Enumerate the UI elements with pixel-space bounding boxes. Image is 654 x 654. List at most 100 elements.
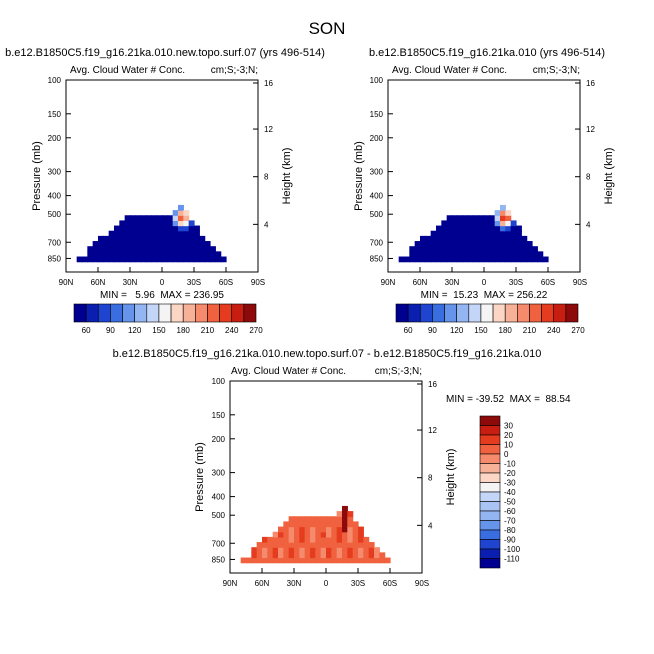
field-cell [310, 557, 316, 564]
field-cell [172, 246, 179, 252]
field-cell [156, 235, 163, 242]
x-tick-label: 0 [324, 579, 329, 588]
field-cell [135, 215, 142, 222]
colorbar-swatch [207, 303, 220, 323]
field-cell [114, 241, 120, 247]
colorbar-swatch [73, 303, 87, 323]
field-cell [194, 251, 200, 258]
field-cell [267, 536, 274, 543]
colorbar-swatch [479, 444, 501, 455]
field-cell [299, 552, 306, 559]
field-cell [521, 251, 528, 258]
field-cell [156, 251, 163, 258]
field-cell [331, 521, 338, 528]
field-cell [288, 521, 295, 528]
x-tick-label: 0 [482, 278, 487, 287]
field-cell [358, 552, 364, 559]
colorbar-swatch [407, 303, 421, 323]
colorbar-label: 180 [499, 326, 513, 335]
field-cell [352, 552, 359, 559]
field-cell [283, 526, 290, 533]
panel-1-right-label: cm;S;-3;N; [211, 65, 258, 76]
field-cell [194, 235, 200, 242]
field-cell [320, 547, 327, 553]
field-cell [146, 251, 152, 258]
field-cell [500, 225, 506, 232]
field-cell [272, 542, 279, 548]
field-cell [278, 536, 284, 543]
field-cell [457, 220, 464, 227]
field-cell [358, 526, 364, 533]
field-cell [336, 531, 343, 538]
field-cell [430, 246, 437, 252]
panel-1-axes: 90N 60N 30N 0 30S 60S 90S 100 150 200 300 400 500 700… [48, 76, 274, 287]
field-cell [188, 256, 195, 263]
colorbar-label: 240 [547, 326, 561, 335]
field-cell [119, 256, 126, 263]
field-cell [114, 225, 120, 232]
colorbar-swatch [479, 529, 501, 540]
field-cell [420, 241, 426, 247]
field-cell [414, 251, 421, 258]
field-cell [441, 235, 448, 242]
field-cell [352, 531, 359, 538]
field-cell [489, 220, 496, 227]
field-cell [446, 251, 453, 258]
field-cell [119, 246, 126, 252]
colorbar-swatch [479, 558, 501, 569]
field-cell [172, 235, 179, 242]
field-cell [151, 241, 158, 247]
field-cell [516, 235, 522, 242]
field-cell [183, 256, 190, 263]
x-tick-label: 90S [415, 579, 429, 588]
field-cell [363, 536, 370, 543]
field-cell [299, 531, 306, 538]
x-tick-label: 90S [251, 278, 265, 287]
field-cell [484, 256, 490, 263]
field-cell [87, 246, 94, 252]
panel-1-case-title: b.e12.B1850C5.f19_g16.21ka.010.new.topo.… [5, 47, 325, 59]
panel-2-min-max: MIN = 15.23 MAX = 256.22 [421, 290, 548, 301]
y-tick-label: 400 [370, 192, 384, 201]
field-cell [283, 536, 290, 543]
field-cell [151, 256, 158, 263]
field-cell [135, 241, 142, 247]
colorbar-label: 120 [128, 326, 142, 335]
y-tick-label: 700 [212, 539, 226, 548]
colorbar-swatch [195, 303, 208, 323]
field-cell [294, 547, 300, 553]
field-cell [489, 230, 496, 237]
field-cell [409, 256, 416, 263]
field-cell [494, 246, 501, 252]
field-cell [140, 241, 147, 247]
field-cell [162, 256, 168, 263]
field-cell [124, 251, 131, 258]
colorbar-swatch [479, 501, 501, 512]
field-cell [468, 225, 474, 232]
field-cell [194, 256, 200, 263]
field-cell [288, 542, 295, 548]
field-cell [103, 246, 110, 252]
field-cell [521, 256, 528, 263]
colorbar-swatch [479, 491, 501, 502]
colorbar-label: -100 [504, 545, 521, 554]
field-cell [272, 547, 279, 553]
field-cell [537, 256, 544, 263]
field-cell [436, 230, 442, 237]
field-cell [304, 542, 311, 548]
field-cell [368, 552, 375, 559]
field-cell [326, 521, 332, 528]
field-cell [342, 557, 348, 564]
colorbar-label: 30 [504, 422, 513, 431]
field-cell [452, 246, 458, 252]
field-cell [430, 256, 437, 263]
field-cell [500, 204, 506, 211]
field-cell [162, 235, 168, 242]
y-tick-label: 850 [370, 254, 384, 263]
colorbar-label: 240 [225, 326, 239, 335]
field-cell [172, 241, 179, 247]
field-cell [272, 531, 279, 538]
field-cell [473, 235, 480, 242]
field-cell [500, 220, 506, 227]
field-cell [119, 230, 126, 237]
